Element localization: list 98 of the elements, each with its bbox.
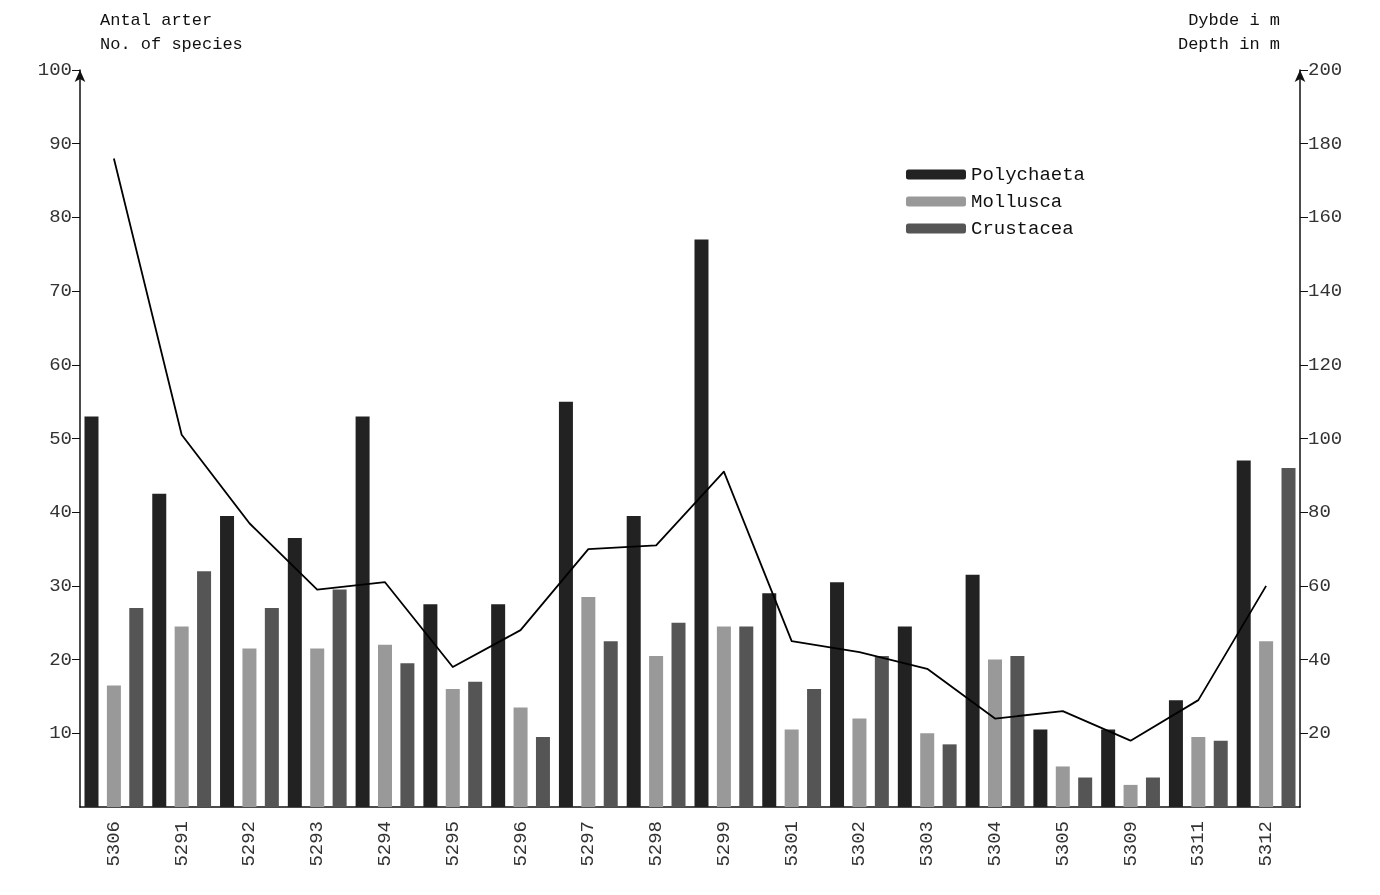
- bar: [988, 659, 1002, 807]
- bar: [468, 681, 483, 807]
- x-tick-label: 5301: [780, 821, 803, 867]
- bar: [874, 655, 889, 807]
- bar: [897, 626, 912, 807]
- bar: [152, 493, 167, 807]
- bar: [1236, 460, 1251, 807]
- x-tick-label: 5294: [374, 821, 396, 867]
- x-tick-label: 5295: [441, 821, 464, 867]
- bar: [1033, 729, 1048, 807]
- bar: [129, 608, 144, 807]
- bar: [1078, 777, 1093, 807]
- x-tick-label: 5311: [1187, 821, 1210, 867]
- bar: [784, 729, 799, 807]
- x-tick-label: 5312: [1255, 821, 1278, 867]
- bar: [400, 663, 415, 807]
- bar: [626, 515, 641, 807]
- y2-tick-label: 120: [1308, 353, 1343, 376]
- legend-label: Polychaeta: [970, 163, 1086, 186]
- bar: [558, 401, 573, 807]
- bar: [649, 655, 664, 807]
- x-tick-label: 5297: [577, 821, 600, 867]
- x-tick-label: 5298: [645, 821, 668, 867]
- x-tick-label: 5299: [712, 821, 735, 867]
- bar: [355, 416, 370, 807]
- bar: [694, 239, 709, 807]
- bar: [1145, 777, 1160, 807]
- y-axis-title: Antal arter No. of species: [100, 10, 243, 54]
- bar: [1101, 729, 1116, 807]
- bar: [716, 626, 731, 807]
- bar: [920, 733, 935, 807]
- bar: [1055, 766, 1070, 807]
- legend-label: Crustacea: [970, 217, 1074, 240]
- bar: [830, 582, 845, 807]
- y-tick-label: 90: [49, 132, 72, 155]
- y-tick-label: 10: [49, 722, 72, 745]
- bar: [671, 622, 686, 807]
- y-tick-label: 40: [49, 501, 72, 524]
- bar: [1168, 700, 1183, 807]
- x-tick-label: 5302: [848, 821, 871, 867]
- y2-tick-label: 40: [1308, 648, 1331, 671]
- bar: [762, 593, 777, 807]
- bar: [942, 744, 957, 807]
- y2-axis-title: Dybde i m Depth in m: [1177, 10, 1280, 54]
- x-tick-label: 5304: [984, 821, 1006, 867]
- bar: [965, 574, 980, 807]
- y-tick-label: 50: [49, 427, 72, 450]
- x-tick-label: 5296: [509, 821, 532, 867]
- bar: [1010, 655, 1025, 807]
- bar: [535, 736, 550, 807]
- y-tick-label: 30: [49, 574, 72, 597]
- bar: [1213, 740, 1228, 807]
- y2-tick-label: 80: [1308, 501, 1331, 524]
- bar: [807, 689, 822, 807]
- x-tick-label: 5293: [306, 821, 329, 867]
- bar: [332, 589, 347, 807]
- bar: [310, 648, 325, 807]
- bar: [739, 626, 754, 807]
- bar: [513, 707, 528, 807]
- bar: [242, 648, 257, 807]
- bar: [603, 641, 618, 807]
- y2-tick-label: 180: [1308, 132, 1343, 155]
- bar: [106, 685, 121, 807]
- bar: [1191, 736, 1206, 807]
- bar: [1281, 467, 1296, 807]
- x-tick-label: 5305: [1051, 821, 1074, 867]
- bar: [84, 416, 99, 807]
- bar: [423, 604, 438, 807]
- bar: [1123, 784, 1138, 807]
- bar: [264, 608, 279, 807]
- x-tick-label: 5303: [916, 821, 939, 867]
- y2-tick-label: 140: [1308, 280, 1343, 303]
- x-tick-label: 5292: [238, 821, 261, 867]
- y2-tick-label: 200: [1308, 59, 1343, 81]
- y2-tick-label: 20: [1308, 722, 1331, 745]
- bar: [491, 604, 506, 807]
- line-series: [112, 157, 1268, 742]
- bar: [220, 515, 235, 807]
- y-tick-label: 20: [49, 648, 72, 671]
- y2-tick-label: 100: [1308, 427, 1343, 450]
- legend-label: Mollusca: [970, 190, 1063, 213]
- y-tick-label: 60: [49, 353, 72, 376]
- x-tick-label: 5291: [170, 821, 193, 867]
- bar: [378, 644, 392, 807]
- bar: [581, 596, 596, 807]
- y-tick-label: 100: [37, 59, 72, 81]
- y2-tick-label: 160: [1308, 206, 1343, 229]
- bar: [174, 626, 189, 807]
- bar: [445, 689, 460, 807]
- bar: [197, 571, 212, 807]
- x-tick-label: 5309: [1119, 821, 1142, 867]
- bar: [1259, 641, 1274, 807]
- y-tick-label: 70: [49, 280, 72, 303]
- y2-tick-label: 60: [1308, 574, 1331, 597]
- x-tick-label: 5306: [102, 821, 125, 867]
- y-tick-label: 80: [49, 206, 72, 229]
- bar: [287, 538, 302, 807]
- bar: [852, 718, 867, 807]
